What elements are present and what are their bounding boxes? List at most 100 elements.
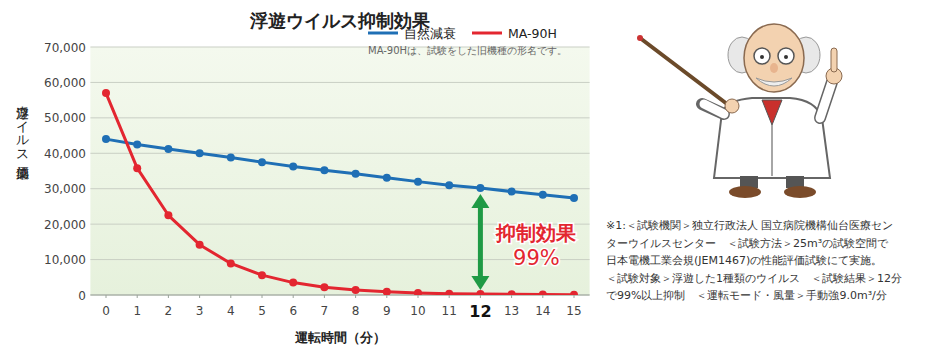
footnote-line: ＜試験対象＞浮遊した1種類のウイルス ＜試験結果＞12分 (606, 272, 902, 285)
series-marker (164, 145, 172, 153)
series-marker (352, 170, 360, 178)
arrow-head (471, 194, 489, 208)
series-marker (539, 191, 547, 199)
pointer (640, 38, 735, 110)
eye (784, 55, 788, 59)
series-marker (476, 184, 484, 192)
x-tick (324, 295, 325, 298)
x-tick-label: 15 (566, 304, 581, 318)
arrow-shaft (478, 206, 483, 278)
x-tick (418, 295, 419, 298)
x-tick-label: 6 (289, 304, 297, 318)
x-tick (449, 295, 450, 298)
grid (90, 47, 589, 295)
arm-fill (820, 82, 832, 118)
x-tick-label: 8 (352, 304, 360, 318)
x-axis-label: 運転時間（分） (294, 330, 386, 345)
professor-illustration (637, 24, 842, 198)
footnote-line: ターウイルスセンター ＜試験方法＞25m³の試験空間で (606, 237, 889, 250)
chart-svg: 浮遊ウイルス抑制効果010,00020,00030,00040,00050,00… (0, 0, 942, 352)
x-tick (199, 295, 200, 298)
y-grid-line (90, 82, 589, 83)
series-marker (196, 241, 204, 249)
shoe (784, 186, 816, 198)
x-tick-label: 2 (165, 304, 173, 318)
footnote-line: で99%以上抑制 ＜運転モード・風量＞手動強9.0m³/分 (606, 289, 887, 302)
x-tick (106, 295, 107, 298)
x-tick-label: 12 (469, 302, 491, 321)
series-marker (133, 164, 141, 172)
arm (820, 82, 832, 118)
series-marker (476, 290, 484, 295)
y-tick-label: 0 (78, 289, 86, 303)
x-tick-label: 0 (102, 304, 110, 318)
series-marker (102, 135, 110, 143)
legend-label: MA-90H (508, 26, 557, 41)
x-tick-label: 1 (133, 304, 141, 318)
chart-root: 浮遊ウイルス抑制効果010,00020,00030,00040,00050,00… (0, 0, 942, 352)
legend-swatch (368, 32, 398, 35)
series-marker (102, 89, 110, 97)
series-marker (320, 166, 328, 174)
series-marker (227, 154, 235, 162)
y-grid-line (90, 153, 589, 154)
series-marker (570, 194, 578, 202)
head (744, 24, 804, 92)
y-tick-label: 10,000 (44, 253, 86, 267)
series-marker (539, 290, 547, 295)
series-marker (196, 149, 204, 157)
annotation-text: 99% (513, 246, 560, 270)
tie (762, 100, 782, 125)
y-tick-label: 70,000 (44, 41, 86, 55)
x-tick (168, 295, 169, 298)
x-tick-label: 5 (258, 304, 266, 318)
series-marker (445, 181, 453, 189)
x-tick-label: 3 (196, 304, 204, 318)
annotation-text: 抑制効果 (495, 221, 577, 245)
series-marker (508, 188, 516, 196)
y-axis-label: 浮遊ウイルス感染価 (13, 96, 31, 156)
series-marker (445, 290, 453, 295)
series-marker (289, 279, 297, 287)
series-marker (227, 259, 235, 267)
note: MA-90Hは、試験をした旧機種の形名です。 (368, 45, 567, 56)
series-marker (258, 271, 266, 279)
x-tick (262, 295, 263, 298)
y-tick-label: 60,000 (44, 76, 86, 90)
x-tick (480, 295, 481, 298)
y-grid-line (90, 117, 589, 118)
y-tick-label: 30,000 (44, 182, 86, 196)
series-marker (383, 288, 391, 295)
glasses (778, 48, 794, 64)
mustache (756, 78, 792, 86)
arm-fill (704, 104, 724, 114)
coat-seam (771, 125, 773, 176)
x-tick-label: 14 (535, 304, 550, 318)
arm (702, 104, 724, 114)
x-tick-label: 7 (321, 304, 329, 318)
footnote-line: 日本電機工業会規(JEM1467)の性能評価試験にて実施。 (606, 254, 882, 267)
x-tick (355, 295, 356, 298)
series-line (106, 93, 574, 295)
shoe (729, 186, 761, 198)
series-marker (258, 158, 266, 166)
nose (770, 63, 778, 73)
series-marker (133, 140, 141, 148)
x-tick (137, 295, 138, 298)
series-marker (352, 286, 360, 294)
data-group (102, 89, 578, 295)
legend-label: 自然減衰 (404, 26, 456, 41)
x-tick (293, 295, 294, 298)
x-tick-label: 9 (383, 304, 391, 318)
series-marker (508, 290, 516, 295)
x-tick (511, 295, 512, 298)
plot-background (90, 47, 589, 295)
series-marker (383, 174, 391, 182)
series-marker (570, 291, 578, 295)
x-tick-label: 13 (504, 304, 519, 318)
series-line (106, 139, 574, 198)
x-tick (386, 295, 387, 298)
series-marker (414, 289, 422, 295)
glasses (754, 48, 770, 64)
series-marker (320, 283, 328, 291)
